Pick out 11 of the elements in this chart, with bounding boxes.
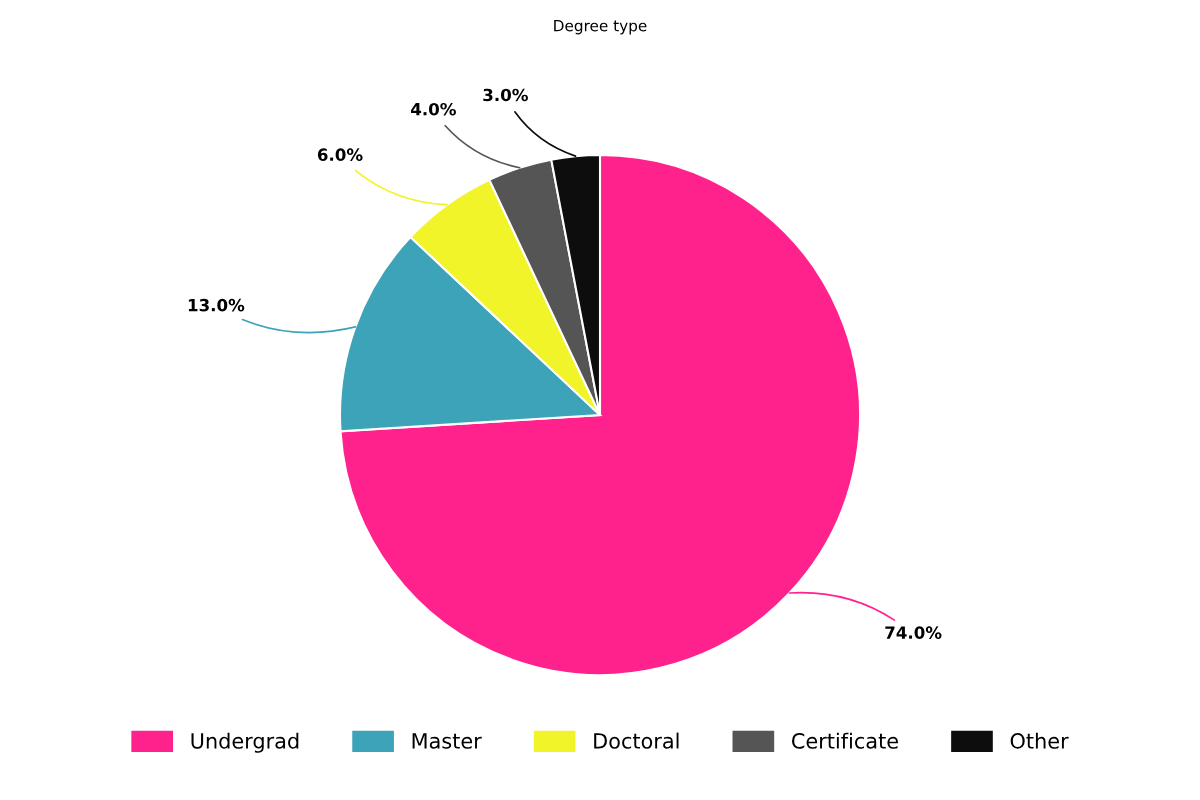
data-label: 6.0% (317, 148, 363, 161)
chart-title: Degree type (554, 20, 647, 35)
legend-label: Other (1010, 732, 1069, 749)
legend-label: Undergrad (191, 732, 299, 753)
legend-label: Certificate (792, 732, 898, 749)
data-label: 4.0% (411, 102, 456, 116)
legend-label: Doctoral (594, 732, 679, 749)
legend-label: Master (412, 733, 482, 749)
data-label: 13.0% (188, 298, 245, 312)
data-label: 3.0% (483, 88, 528, 102)
data-label: 74.0% (885, 626, 942, 639)
